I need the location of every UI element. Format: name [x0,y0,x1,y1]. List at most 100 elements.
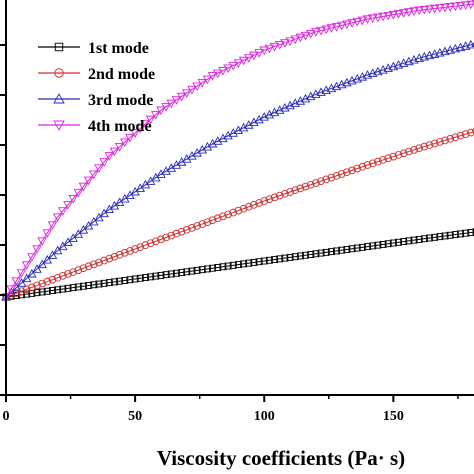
series-line [5,131,474,298]
data-point [274,41,285,50]
data-point [343,168,351,177]
data-point [120,138,130,148]
data-point [291,186,300,195]
data-point [343,246,351,253]
data-point [455,1,466,11]
data-point [192,147,202,157]
data-point [33,281,41,290]
data-point [89,216,99,226]
data-point [264,44,275,54]
data-point [353,244,361,252]
data-point [12,289,21,298]
data-point [389,239,397,247]
data-point [357,16,368,26]
data-point [441,232,449,240]
data-point [229,261,237,269]
data-point [178,269,186,276]
data-point [229,208,238,217]
data-point [52,245,63,255]
data-point [27,268,37,278]
data-point [388,10,399,20]
data-point [78,182,89,192]
data-point [440,3,450,13]
data-point [105,279,113,287]
data-point [58,272,67,280]
data-point [271,256,279,264]
data-point [410,146,418,154]
data-point [431,233,439,241]
legend-marker [53,93,65,104]
data-point [198,266,206,274]
data-point [94,164,104,173]
data-point [105,254,114,263]
data-point [59,285,67,293]
data-point [302,251,310,259]
x-tick-label: 0 [3,409,10,424]
data-point [295,33,306,43]
data-point [219,212,227,221]
data-point [198,220,207,228]
data-point [135,124,146,134]
data-point [197,79,208,88]
data-point [16,269,27,278]
data-point [192,82,202,92]
data-point [172,269,180,277]
data-point [399,149,408,158]
data-point [207,72,218,81]
data-point [362,15,373,24]
data-point [234,261,242,269]
series-4 [1,0,474,302]
data-point [33,289,41,297]
data-point [64,270,72,278]
data-point [419,5,430,15]
data-point [43,287,51,295]
data-point [327,248,335,256]
data-point [300,31,311,41]
data-point [193,266,201,274]
data-point [54,286,62,294]
data-point [116,277,124,285]
data-point [58,207,68,216]
data-point [367,14,378,24]
data-point [400,238,408,246]
data-point [203,265,211,273]
data-point [410,236,418,244]
data-point [383,11,393,21]
x-tick-label: 150 [383,409,404,424]
data-point [435,138,444,146]
data-point [78,225,89,234]
legend-label: 4th mode [88,118,152,135]
data-point [42,254,53,264]
data-point [27,283,36,292]
data-point [219,263,227,271]
data-point [89,170,99,180]
data-point [43,277,52,286]
legend-marker [54,42,64,52]
data-point [285,37,295,46]
data-point [436,233,444,241]
data-point [151,237,160,246]
data-point [95,258,103,267]
data-point [425,141,434,149]
data-point [64,284,72,292]
data-point [249,51,259,61]
data-point [68,233,78,242]
data-point [240,260,248,268]
series-3 [1,39,474,301]
series-line [5,3,474,298]
data-point [162,233,170,242]
data-point [466,128,474,137]
data-point [460,1,471,10]
data-point [305,29,316,39]
data-point [312,179,320,187]
data-point [405,147,413,156]
data-point [208,216,217,225]
data-point [73,188,84,198]
series-1 [2,228,474,301]
data-point [32,245,42,254]
legend-marker [54,68,64,78]
data-point [89,260,98,269]
data-point [167,231,176,240]
data-point [212,69,223,79]
